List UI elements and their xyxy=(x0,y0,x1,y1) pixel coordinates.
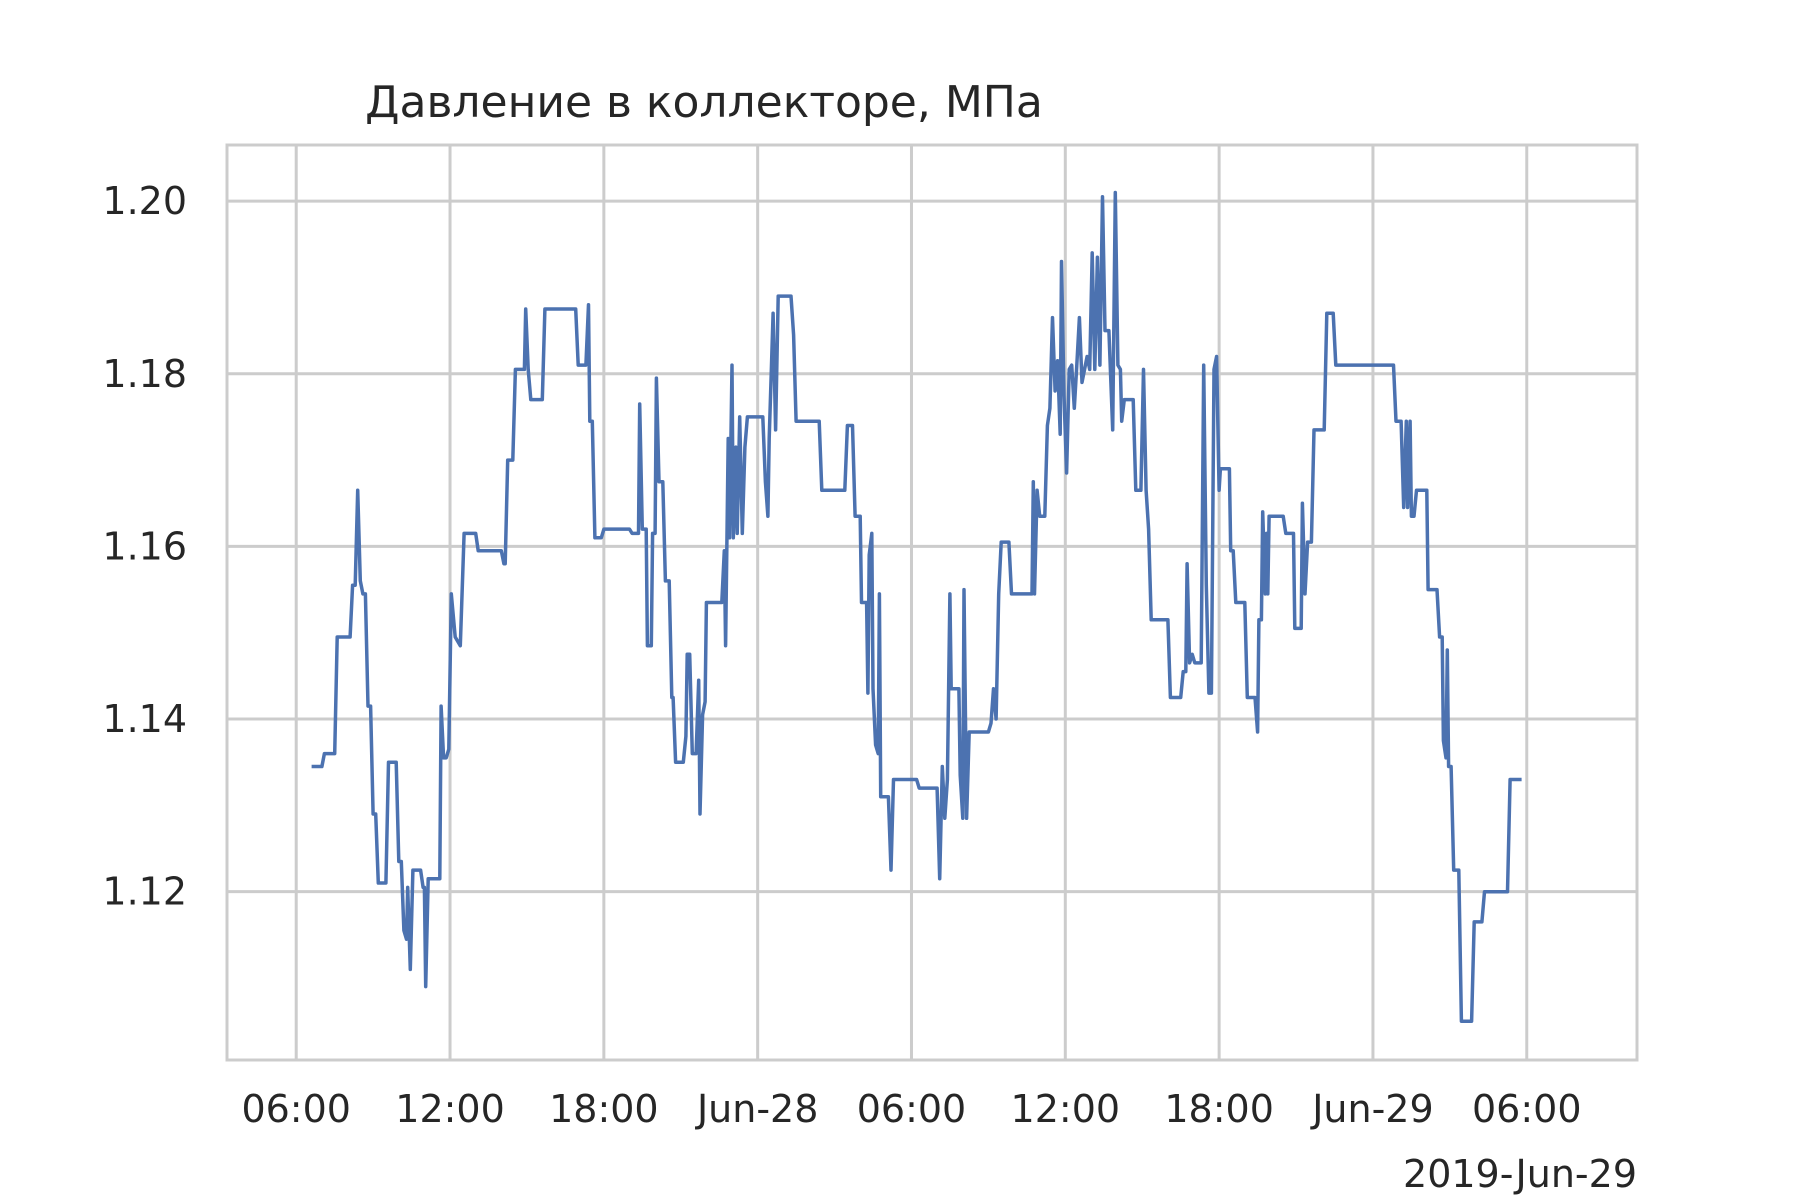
y-tick-label-1: 1.14 xyxy=(102,697,187,741)
x-tick-label-5: 12:00 xyxy=(1011,1087,1121,1131)
y-axis-ticks: 1.12 1.14 1.16 1.18 1.20 xyxy=(102,179,187,914)
x-offset-label: 2019-Jun-29 xyxy=(1403,1152,1637,1196)
y-tick-label-4: 1.20 xyxy=(102,179,187,223)
x-tick-label-4: 06:00 xyxy=(857,1087,967,1131)
y-tick-label-0: 1.12 xyxy=(102,870,187,914)
x-tick-label-7: Jun-29 xyxy=(1310,1087,1433,1131)
chart-title: Давление в коллекторе, МПа xyxy=(365,77,1043,128)
plot-frame xyxy=(225,143,1639,1062)
x-tick-label-0: 06:00 xyxy=(241,1087,351,1131)
series-line-pressure xyxy=(311,190,1522,1023)
x-tick-label-6: 18:00 xyxy=(1164,1087,1274,1131)
series-group xyxy=(311,190,1522,1023)
x-tick-label-3: Jun-28 xyxy=(695,1087,818,1131)
y-tick-label-2: 1.16 xyxy=(102,524,187,568)
x-tick-label-2: 18:00 xyxy=(549,1087,659,1131)
x-tick-label-8: 06:00 xyxy=(1472,1087,1582,1131)
y-tick-label-3: 1.18 xyxy=(102,352,187,396)
x-axis-ticks: 06:00 12:00 18:00 Jun-28 06:00 12:00 18:00 Jun-… xyxy=(241,1087,1581,1131)
x-tick-label-1: 12:00 xyxy=(395,1087,505,1131)
